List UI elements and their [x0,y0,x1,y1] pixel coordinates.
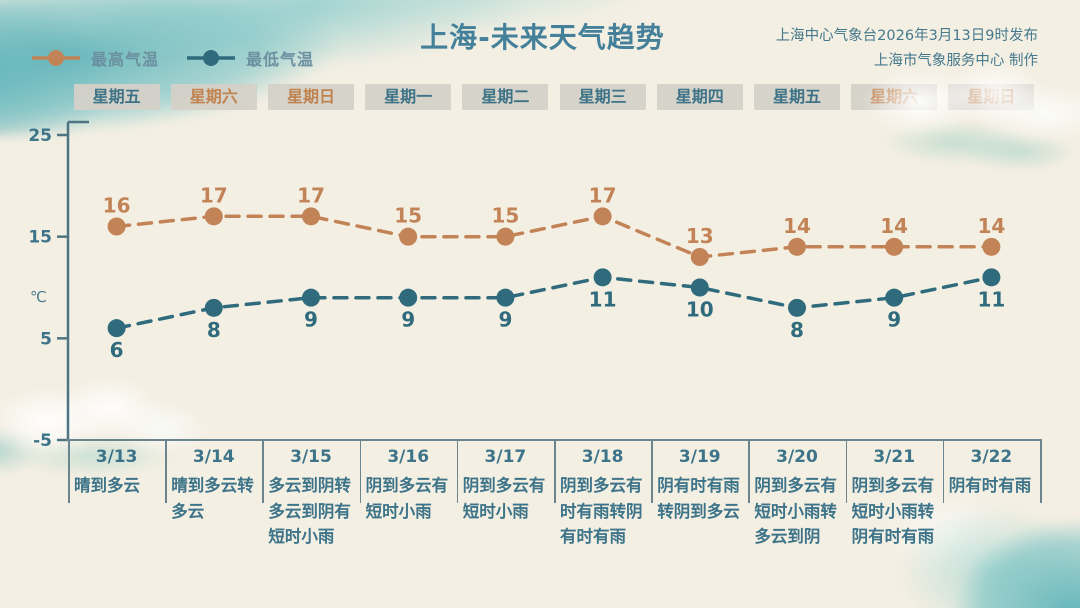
forecast-cell-3-20: 3/20 阴到多云有短时小雨转多云到阴 [748,443,845,550]
forecast-date: 3/17 [484,447,527,467]
table-column-divider-3 [359,440,362,503]
low-temp-marker-icon [187,50,236,66]
legend-item-low-temp: 最低气温 [185,46,314,70]
weekday-label-3-20: 星期五 [754,84,840,110]
legend-label-high-temp: 最高气温 [91,50,160,69]
legend-label-low-temp: 最低气温 [246,50,315,69]
forecast-date: 3/18 [581,447,624,467]
table-column-divider-6 [651,440,653,503]
forecast-cell-3-19: 3/19 阴有时有雨转阴到多云 [651,443,748,524]
forecast-cell-3-22: 3/22 阴有时有雨 [943,443,1040,499]
forecast-weather-text: 阴到多云有时有雨转阴有时有雨 [560,476,643,546]
table-column-divider-10 [1040,440,1042,503]
publisher-producer-line: 上海市气象服务中心 制作 [873,53,1038,69]
high-temp-marker-icon [32,50,80,66]
publisher-issued-line: 上海中心气象台2026年3月13日9时发布 [775,28,1038,44]
forecast-weather-text: 晴到多云 [74,476,140,495]
table-column-divider-7 [748,440,750,503]
forecast-weather-text: 阴有时有雨 [948,476,1032,495]
table-column-divider-4 [456,440,459,503]
forecast-date: 3/14 [192,447,235,467]
chart-legend: 最高气温 最低气温 [30,46,314,70]
forecast-cell-3-17: 3/17 阴到多云有短时小雨 [457,443,554,524]
forecast-date: 3/13 [95,447,138,467]
forecast-cell-3-14: 3/14 晴到多云转多云 [165,443,262,524]
forecast-date: 3/16 [387,447,430,467]
forecast-cell-3-16: 3/16 阴到多云有短时小雨 [360,443,457,524]
forecast-date: 3/20 [776,447,818,467]
forecast-date: 3/15 [290,447,332,467]
forecast-cell-3-18: 3/18 阴到多云有时有雨转阴有时有雨 [554,443,651,550]
forecast-cell-3-21: 3/21 阴到多云有短时小雨转阴有时有雨 [846,443,943,550]
legend-item-high-temp: 最高气温 [30,46,159,70]
forecast-weather-text: 阴有时有雨转阴到多云 [657,476,740,521]
forecast-date: 3/22 [970,447,1013,467]
table-column-divider-8 [845,440,848,503]
forecast-weather-text: 多云到阴转多云到阴有短时小雨 [268,476,351,546]
publisher-info: 上海中心气象台2026年3月13日9时发布 上海市气象服务中心 制作 [776,24,1038,74]
forecast-weather-text: 阴到多云有短时小雨转多云到阴 [754,476,837,546]
forecast-weather-text: 晴到多云转多云 [171,476,254,521]
forecast-cell-3-15: 3/15 多云到阴转多云到阴有短时小雨 [262,443,359,550]
forecast-weather-text: 阴到多云有短时小雨 [365,476,449,521]
forecast-date: 3/21 [873,447,916,467]
forecast-weather-text: 阴到多云有短时小雨转阴有时有雨 [851,476,935,546]
forecast-date: 3/19 [678,447,721,467]
forecast-cell-3-13: 3/13 晴到多云 [68,443,165,499]
forecast-weather-text: 阴到多云有短时小雨 [462,476,546,521]
table-column-divider-5 [554,440,556,503]
page-title: 上海-未来天气趋势 [420,21,665,54]
